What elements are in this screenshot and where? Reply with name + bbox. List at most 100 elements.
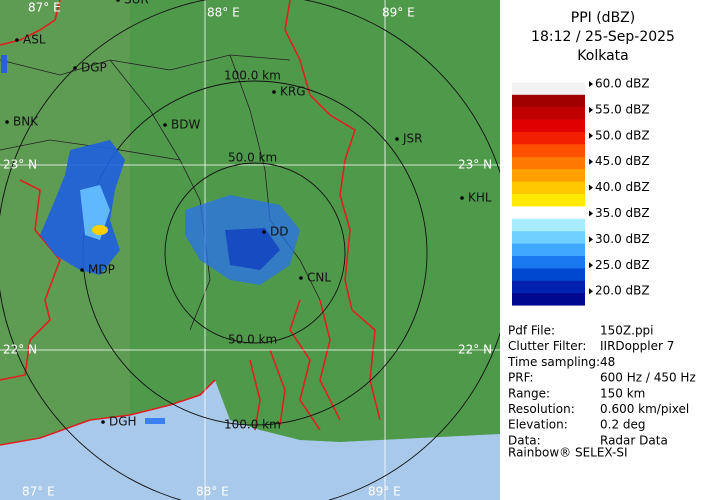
color-band (512, 119, 585, 133)
sea (0, 380, 500, 500)
state-border (0, 0, 61, 46)
legend-label: 30.0 dBZ (595, 232, 650, 246)
legend-label: 25.0 dBZ (595, 258, 650, 272)
graticule-label: 89° E (368, 485, 401, 499)
color-band (512, 243, 585, 257)
city-dot (15, 38, 19, 42)
header-station: Kolkata (577, 48, 628, 64)
info-value: IIRDoppler 7 (600, 339, 674, 353)
info-key: Time sampling:48 (507, 355, 615, 369)
info-key: Pdf File: (508, 324, 555, 338)
color-band (512, 94, 585, 108)
info-value: 600 Hz / 450 Hz (600, 371, 696, 385)
borders (0, 0, 381, 446)
info-value: 0.2 deg (600, 418, 646, 432)
color-band (512, 70, 585, 83)
legend-label: 60.0 dBZ (595, 77, 650, 91)
city-label: DGH (109, 415, 137, 429)
graticule-label: 87° E (28, 1, 61, 15)
state-border (0, 179, 61, 381)
graticule-label: 23° N (3, 158, 37, 172)
city-dot (262, 230, 266, 234)
color-band (512, 82, 585, 96)
city-label: MDP (88, 263, 115, 277)
color-band (512, 156, 585, 170)
color-band (512, 293, 585, 306)
graticule-label: 88° E (196, 485, 229, 499)
graticule-label: 88° E (207, 6, 240, 20)
header-time: 18:12 / 25-Sep-2025 (531, 29, 675, 45)
range-label: 50.0 km (228, 333, 277, 347)
legend-label: 35.0 dBZ (595, 206, 650, 220)
color-band (512, 256, 585, 269)
color-band (512, 268, 585, 282)
city-label: DD (270, 225, 288, 239)
legend-arrow (589, 132, 593, 139)
info-key: PRF: (508, 371, 534, 385)
range-label: 50.0 km (228, 151, 277, 165)
color-band (512, 218, 585, 232)
info-value: 150 km (600, 386, 645, 400)
radar-map: 87° E 88° E 89° E 23° N 23° N 22° N 22° N 87° E… (0, 0, 500, 500)
city-label: JSR (402, 132, 423, 146)
delta-channels (249, 299, 341, 431)
graticule-label: 22° N (3, 343, 37, 357)
info-value: 150Z.ppi (600, 324, 654, 338)
city-dot (163, 123, 167, 127)
graticule-label: 23° N (458, 158, 492, 172)
color-band (512, 305, 585, 319)
info-key: Data: (508, 433, 541, 447)
legend-arrow (589, 184, 593, 191)
color-band (512, 132, 585, 145)
color-band (512, 181, 585, 195)
city-label: KRG (280, 85, 306, 99)
city-label: KHL (468, 191, 492, 205)
info-value: 0.600 km/pixel (600, 402, 689, 416)
graticule-label: 22° N (458, 343, 492, 357)
side-panel: PPI (dBZ) 18:12 / 25-Sep-2025 Kolkata 60.0 … (500, 0, 706, 500)
city-label: ASL (23, 33, 46, 47)
color-band (512, 280, 585, 294)
color-band (512, 169, 585, 182)
legend-label: 55.0 dBZ (595, 102, 650, 116)
city-dot (73, 66, 77, 70)
international-border (284, 0, 381, 421)
color-band (512, 231, 585, 244)
info-key: Elevation: (508, 418, 568, 432)
coastline (0, 379, 216, 446)
city-dot (299, 276, 303, 280)
footer: Rainbow® SELEX-SI (508, 446, 628, 460)
legend-arrow (589, 81, 593, 87)
city-dot (395, 137, 399, 141)
city-label: DGP (81, 61, 107, 75)
city-label: BNK (13, 115, 39, 129)
city-label: CNL (307, 271, 331, 285)
graticule-label: 89° E (382, 6, 415, 20)
range-label: 100.0 km (224, 69, 281, 83)
legend-label: 45.0 dBZ (595, 154, 650, 168)
legend-arrow (589, 236, 593, 243)
info-key: Resolution: (508, 402, 575, 416)
legend-label: 50.0 dBZ (595, 128, 650, 142)
city-dot (460, 196, 464, 200)
header-title: PPI (dBZ) (571, 10, 635, 26)
radar-echoes (1, 55, 300, 424)
color-band (512, 194, 585, 207)
city-dot (101, 420, 105, 424)
admin-lines (0, 54, 321, 331)
city-label: BDW (171, 118, 200, 132)
city-dot (80, 268, 84, 272)
legend-label: 40.0 dBZ (595, 180, 650, 194)
legend-arrow (589, 106, 593, 113)
city-label: SUR (124, 0, 149, 7)
legend-arrow (589, 158, 593, 165)
legend-arrow (589, 262, 593, 269)
info-value: Radar Data (600, 433, 668, 447)
legend-arrow (589, 288, 593, 295)
color-band (512, 206, 585, 220)
info-key: Range: (508, 386, 550, 400)
info-key: Clutter Filter: (508, 339, 586, 353)
color-band (512, 144, 585, 158)
range-label: 100.0 km (224, 418, 281, 432)
